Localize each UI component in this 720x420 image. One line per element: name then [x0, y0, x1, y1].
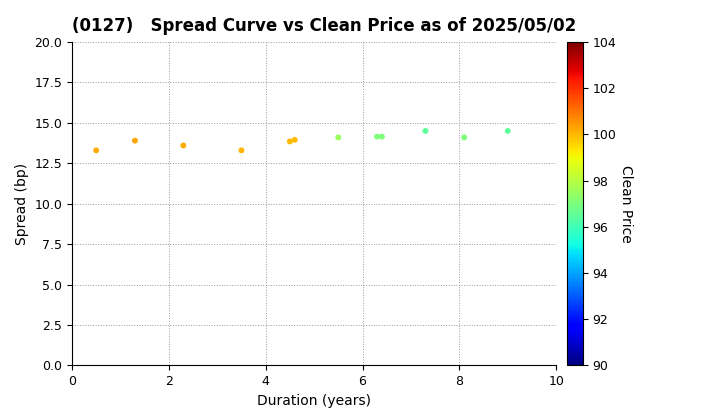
Point [289, 136, 300, 143]
Y-axis label: Clean Price: Clean Price [619, 165, 633, 243]
Point [129, 137, 140, 144]
Point [91, 147, 102, 154]
X-axis label: Duration (years): Duration (years) [257, 394, 371, 408]
Point [284, 138, 296, 145]
Point [376, 133, 387, 140]
Text: (0127)   Spread Curve vs Clean Price as of 2025/05/02: (0127) Spread Curve vs Clean Price as of… [72, 17, 576, 35]
Point [502, 128, 513, 134]
Point [333, 134, 344, 141]
Point [420, 128, 431, 134]
Point [235, 147, 247, 154]
Y-axis label: Spread (bp): Spread (bp) [15, 163, 29, 245]
Point [459, 134, 470, 141]
Point [178, 142, 189, 149]
Point [372, 133, 383, 140]
